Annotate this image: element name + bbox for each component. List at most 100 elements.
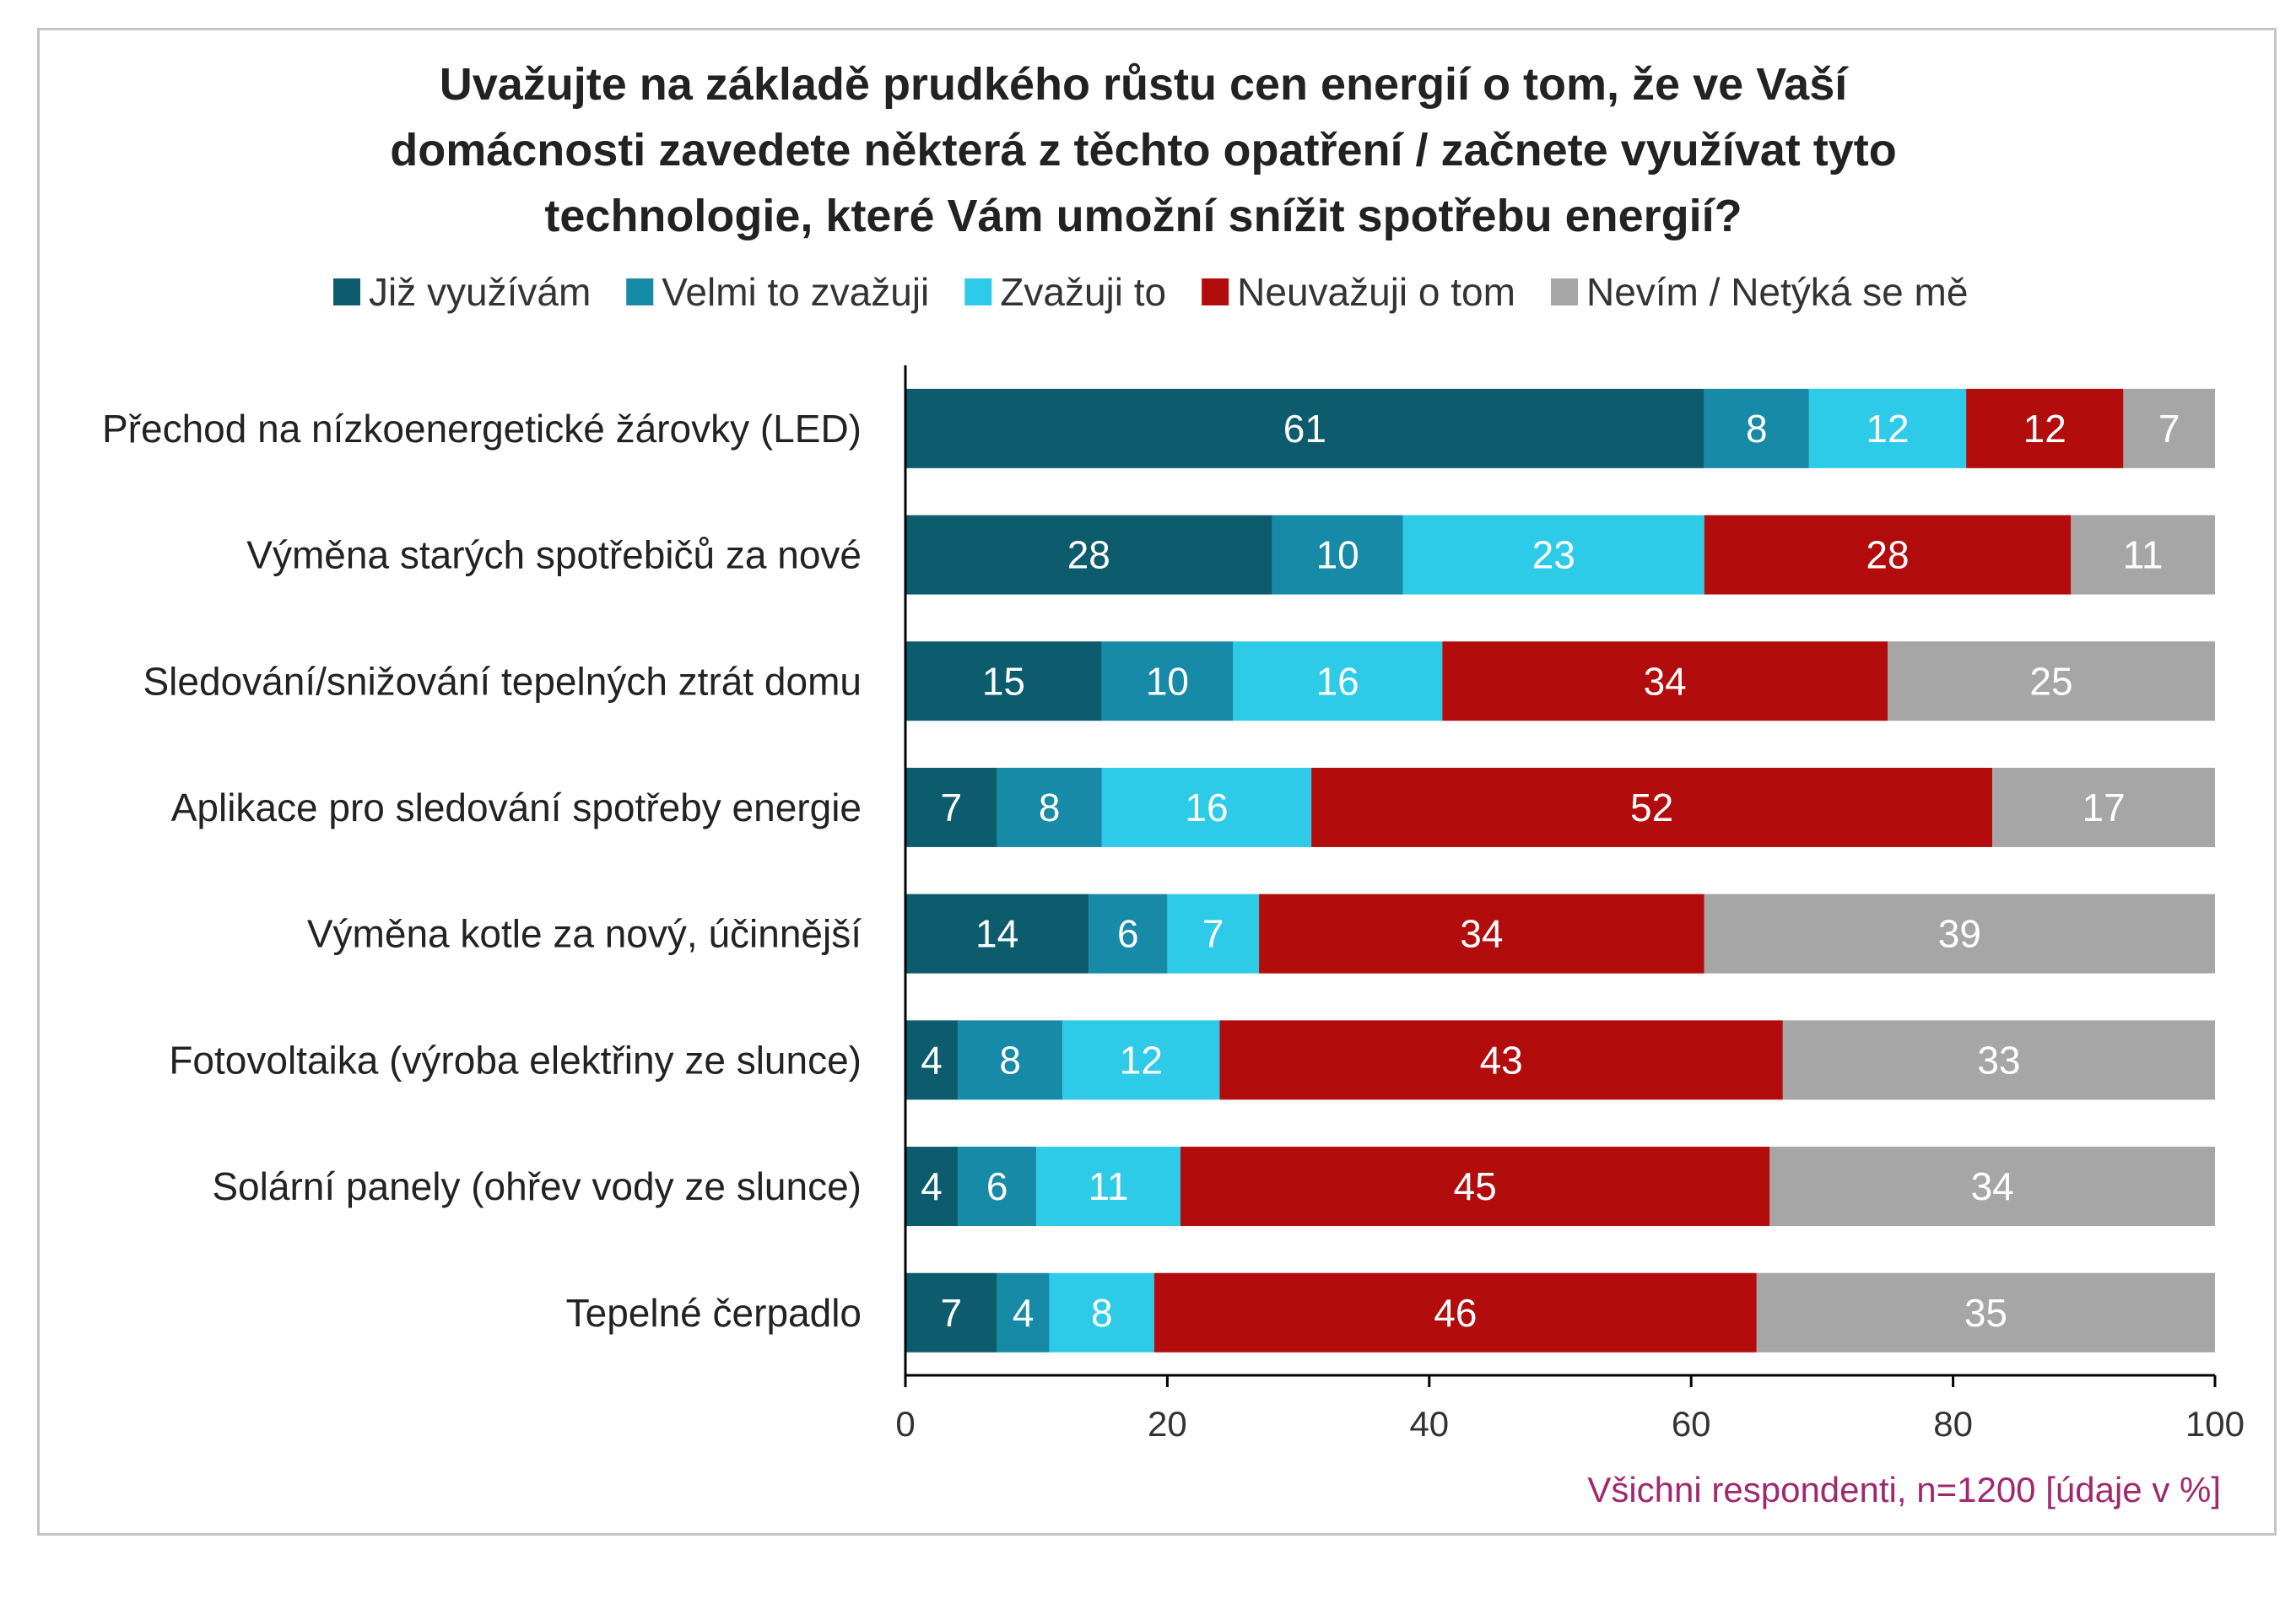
chart-frame (37, 28, 2277, 1536)
bar-segment (905, 1147, 959, 1227)
legend-label: Již využívám (369, 270, 591, 314)
category-label: Tepelné čerpadlo (566, 1291, 862, 1335)
bar-segment (905, 767, 997, 847)
data-label: 4 (1013, 1291, 1035, 1335)
data-label: 15 (982, 659, 1025, 703)
bar-segment (1311, 767, 1993, 847)
bar-segment (1049, 1272, 1154, 1353)
bar-segment (1704, 388, 1809, 468)
bar-segment (1992, 767, 2215, 847)
legend-item: Neuvažuji o tom (1202, 270, 1515, 314)
legend-label: Zvažuji to (1000, 270, 1166, 314)
bar-segment (1036, 1147, 1180, 1227)
bar-segment (1233, 641, 1443, 721)
data-label: 39 (1938, 912, 1981, 956)
data-label: 43 (1480, 1038, 1523, 1082)
category-label: Výměna starých spotřebičů za nové (246, 533, 862, 577)
legend-swatch (626, 278, 654, 305)
data-label: 10 (1316, 533, 1359, 577)
bar-segment (905, 1020, 959, 1100)
bar-segment (905, 1272, 997, 1353)
bar-segment (997, 1272, 1050, 1353)
legend-item: Velmi to zvažuji (626, 270, 929, 314)
data-label: 11 (1089, 1164, 1129, 1208)
category-label: Aplikace pro sledování spotřeby energie (171, 786, 862, 829)
data-label: 23 (1532, 533, 1575, 577)
category-label: Fotovoltaika (výroba elektřiny ze slunce… (169, 1038, 862, 1082)
bar-segment (1167, 894, 1260, 974)
footnote: Všichni respondenti, n=1200 [údaje v %] (1587, 1470, 2221, 1509)
bar-segment (1704, 894, 2215, 974)
bar-segment (1259, 894, 1704, 974)
data-label: 11 (2123, 533, 2164, 577)
data-label: 8 (1039, 786, 1061, 829)
data-label: 16 (1316, 659, 1359, 703)
data-label: 8 (1091, 1291, 1113, 1335)
bar-row: Tepelné čerpadlo 7 4 8 46 35 (566, 1272, 2215, 1353)
data-label: 14 (975, 912, 1018, 956)
bar-segment (1402, 515, 1704, 595)
legend-item: Zvažuji to (964, 270, 1166, 314)
data-label: 28 (1067, 533, 1110, 577)
data-label: 8 (999, 1038, 1021, 1082)
legend-item: Nevím / Netýká se mě (1550, 270, 1968, 314)
chart-title: Uvažujte na základě prudkého růstu cen e… (390, 59, 1897, 241)
legend-swatch (1202, 278, 1229, 305)
bar-segment (2071, 515, 2215, 595)
chart-title-line: domácnosti zavedete některá z těchto opa… (390, 125, 1897, 176)
bar-segment (1966, 388, 2124, 468)
legend: Již využívám Velmi to zvažuji Zvažuji to Ne… (333, 270, 1968, 314)
legend-label: Neuvažuji o tom (1237, 270, 1515, 314)
legend-swatch (964, 278, 992, 305)
data-label: 12 (1866, 407, 1909, 451)
bar-segment (1272, 515, 1403, 595)
bar-segment (1089, 894, 1168, 974)
bar-row: Výměna kotle za nový, účinnější 14 6 7 34 39 (307, 894, 2215, 974)
data-label: 4 (921, 1164, 943, 1208)
bar-segment (1101, 767, 1312, 847)
bar-segment (1782, 1020, 2215, 1100)
data-label: 10 (1146, 659, 1189, 703)
bar-segment (958, 1147, 1037, 1227)
bar-segment (905, 388, 1704, 468)
legend-swatch (333, 278, 360, 305)
data-label: 17 (2082, 786, 2125, 829)
data-label: 12 (1120, 1038, 1163, 1082)
x-tick-label: 60 (1672, 1404, 1711, 1444)
category-label: Přechod na nízkoenergetické žárovky (LED… (102, 407, 862, 451)
bar-segment (958, 1020, 1063, 1100)
category-label: Solární panely (ohřev vody ze slunce) (212, 1164, 862, 1208)
bar-segment (1888, 641, 2215, 721)
bar-segment (1769, 1147, 2215, 1227)
data-label: 34 (1460, 912, 1503, 956)
data-label: 8 (1746, 407, 1768, 451)
bar-segment (2123, 388, 2215, 468)
legend-swatch (1550, 278, 1578, 305)
chart-title-line: Uvažujte na základě prudkého růstu cen e… (440, 59, 1850, 110)
data-label: 4 (921, 1038, 943, 1082)
bar-segment (1062, 1020, 1220, 1100)
data-label: 7 (2158, 407, 2180, 451)
data-label: 25 (2029, 659, 2072, 703)
bar-segment (1756, 1272, 2215, 1353)
data-label: 52 (1630, 786, 1673, 829)
chart-title-line: technologie, které Vám umožní snížit spo… (544, 191, 1742, 241)
legend-item: Již využívám (333, 270, 591, 314)
x-tick-label: 20 (1148, 1404, 1187, 1444)
data-label: 7 (941, 786, 963, 829)
bar-row: Fotovoltaika (výroba elektřiny ze slunce… (169, 1020, 2215, 1100)
data-label: 34 (1971, 1164, 2014, 1208)
data-label: 28 (1866, 533, 1909, 577)
x-tick-label: 40 (1409, 1404, 1449, 1444)
data-label: 35 (1964, 1291, 2007, 1335)
bar-segment (1180, 1147, 1770, 1227)
bar-row: Výměna starých spotřebičů za nové 28 10 23 2… (246, 515, 2215, 595)
bar-segment (1219, 1020, 1783, 1100)
bar-segment (997, 767, 1102, 847)
x-tick-label: 80 (1933, 1404, 1973, 1444)
data-label: 7 (1202, 912, 1224, 956)
category-label: Sledování/snižování tepelných ztrát domu (143, 659, 862, 703)
bars: Přechod na nízkoenergetické žárovky (LED… (102, 388, 2215, 1353)
bar-row: Přechod na nízkoenergetické žárovky (LED… (102, 388, 2215, 468)
